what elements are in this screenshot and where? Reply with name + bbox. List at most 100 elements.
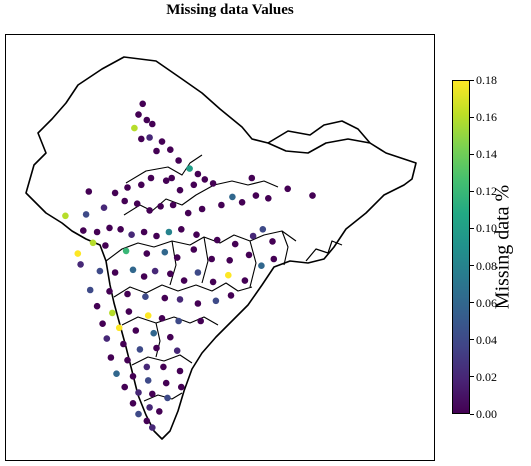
data-point — [175, 317, 182, 325]
data-point — [138, 181, 145, 189]
data-point — [284, 185, 292, 193]
data-point — [113, 370, 120, 378]
data-point — [96, 267, 104, 275]
data-point — [124, 290, 131, 298]
data-point — [135, 389, 142, 396]
data-point — [138, 135, 145, 143]
data-point — [178, 383, 185, 391]
data-point — [173, 347, 181, 355]
data-point — [176, 296, 184, 303]
data-point — [157, 203, 164, 210]
data-point — [124, 356, 131, 364]
data-point — [147, 174, 155, 182]
colorbar-tick — [470, 265, 474, 267]
data-point — [146, 207, 153, 214]
data-point — [241, 277, 249, 284]
colorbar-tick-label: 0.14 — [476, 147, 497, 162]
data-point — [162, 379, 170, 387]
data-point — [100, 204, 108, 211]
data-point — [111, 269, 119, 276]
data-point — [120, 340, 127, 348]
data-point — [248, 174, 256, 182]
data-point — [229, 193, 236, 201]
colorbar — [452, 80, 470, 414]
data-point — [146, 404, 153, 411]
data-point — [194, 269, 202, 276]
data-point — [190, 181, 198, 189]
data-point — [176, 186, 184, 194]
colorbar-tick — [470, 413, 474, 415]
data-point — [121, 197, 128, 205]
data-point — [165, 228, 173, 236]
colorbar-tick-label: 0.04 — [476, 332, 497, 347]
data-point — [198, 205, 206, 213]
data-point — [167, 333, 174, 341]
data-point — [238, 199, 246, 206]
data-point — [107, 354, 115, 361]
data-point — [158, 138, 166, 145]
data-point — [89, 239, 97, 247]
data-point — [149, 390, 156, 398]
data-point — [156, 408, 163, 415]
data-points — [62, 100, 316, 431]
data-point — [208, 255, 215, 263]
data-point — [80, 227, 87, 234]
data-point — [131, 124, 138, 132]
data-point — [209, 180, 217, 187]
data-point — [82, 211, 90, 218]
data-point — [149, 120, 156, 128]
data-point — [143, 116, 151, 124]
data-point — [245, 251, 253, 259]
data-point — [226, 257, 233, 264]
data-point — [218, 201, 225, 209]
map-panel — [5, 34, 435, 461]
colorbar-tick — [470, 79, 474, 81]
data-point — [106, 288, 113, 295]
data-point — [135, 410, 142, 418]
data-point — [249, 232, 257, 240]
data-point — [144, 312, 152, 319]
data-point — [129, 373, 137, 380]
data-point — [86, 286, 94, 294]
data-point — [93, 228, 101, 236]
data-point — [160, 363, 167, 371]
data-point — [201, 176, 209, 183]
chart-title: Missing data Values — [166, 2, 294, 18]
data-point — [146, 134, 153, 141]
data-point — [225, 271, 232, 279]
data-point — [194, 300, 202, 307]
data-point — [269, 238, 276, 245]
data-point — [93, 302, 101, 310]
data-point — [125, 308, 133, 315]
colorbar-tick — [470, 153, 474, 155]
data-point — [265, 195, 272, 202]
colorbar-tick — [470, 116, 474, 118]
data-point — [133, 200, 141, 207]
data-point — [111, 189, 119, 197]
data-point — [128, 231, 135, 238]
colorbar-tick-label: 0.08 — [476, 258, 497, 273]
colorbar-tick-label: 0.10 — [476, 221, 497, 236]
data-point — [167, 146, 174, 153]
data-point — [135, 111, 142, 118]
data-point — [143, 363, 151, 371]
data-point — [173, 254, 181, 261]
data-point — [139, 100, 146, 108]
india-outline — [25, 56, 417, 440]
colorbar-tick-label: 0.06 — [476, 295, 497, 310]
data-point — [106, 224, 113, 232]
data-point — [153, 232, 160, 240]
colorbar-tick — [470, 227, 474, 229]
data-point — [259, 226, 267, 233]
colorbar-tick — [470, 190, 474, 192]
data-point — [231, 240, 239, 248]
data-point — [151, 267, 159, 275]
colorbar-tick-label: 0.02 — [476, 369, 497, 384]
data-point — [167, 270, 174, 278]
data-point — [129, 400, 137, 407]
data-point — [190, 246, 198, 253]
data-point — [74, 250, 82, 257]
data-point — [186, 165, 193, 172]
data-point — [153, 147, 160, 155]
colorbar-tick-label: 0.00 — [476, 407, 497, 421]
